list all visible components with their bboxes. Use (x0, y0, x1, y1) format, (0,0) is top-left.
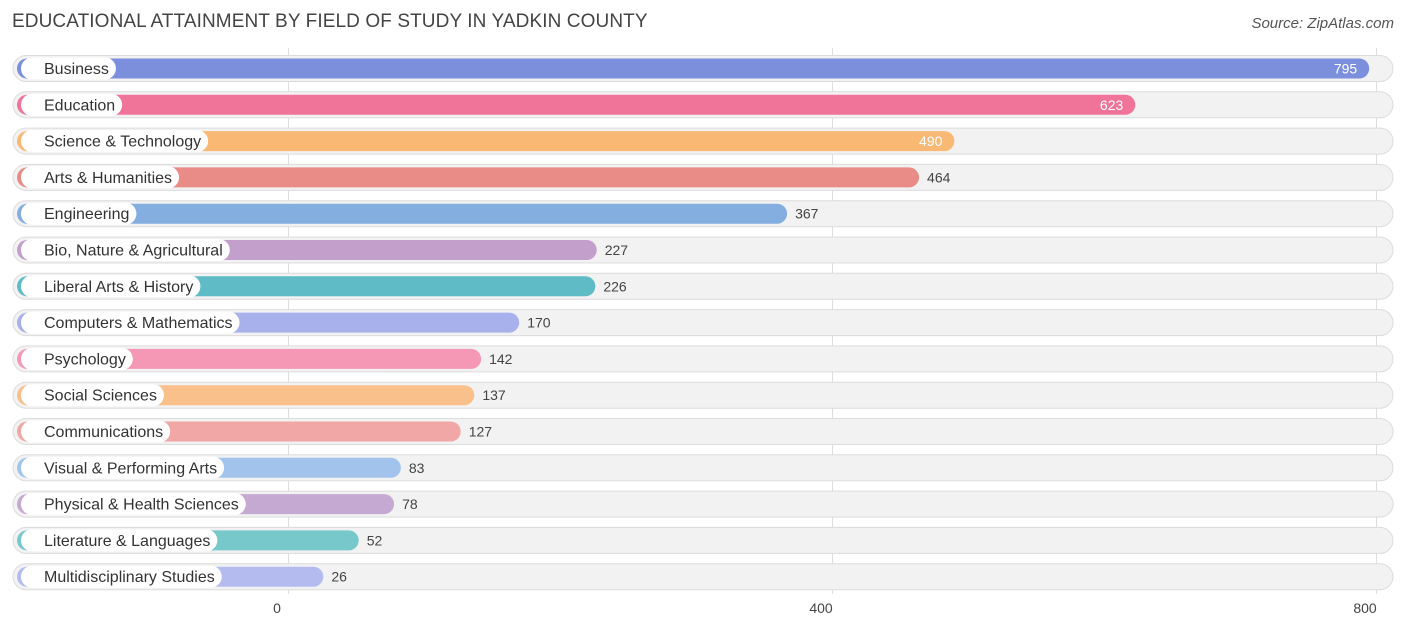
bar-row-arts-humanities: Arts & Humanities 464 (12, 163, 1394, 191)
bar-education (17, 94, 1136, 115)
value-label: 623 (1100, 97, 1124, 113)
value-label: 170 (527, 315, 551, 331)
category-label-pill (21, 420, 171, 443)
value-label: 142 (489, 351, 513, 367)
category-label-pill (21, 239, 230, 261)
value-label: 127 (469, 424, 493, 440)
x-tick-label: 0 (273, 600, 281, 616)
bar-row-multidisciplinary-studies: Multidisciplinary Studies 26 (12, 563, 1394, 591)
row-background (12, 563, 1394, 591)
category-label: Science & Technology (44, 134, 201, 151)
bar-row-science-technology: Science & Technology 490 (12, 127, 1394, 155)
value-label: 83 (409, 460, 425, 476)
value-label: 226 (603, 278, 627, 294)
value-label: 464 (927, 169, 951, 185)
chart-source: Source: ZipAtlas.com (1251, 15, 1394, 32)
category-label: Communications (44, 424, 163, 441)
bar-science-technology (17, 131, 955, 152)
bar-row-physical-health-sciences: Physical & Health Sciences 78 (12, 490, 1394, 518)
category-label-pill (21, 275, 201, 298)
bar-row-education: Education 623 (12, 91, 1394, 119)
category-label-pill (21, 565, 222, 588)
category-label-pill (21, 311, 240, 334)
value-label: 367 (795, 206, 819, 222)
category-label: Bio, Nature & Agricultural (44, 243, 223, 260)
category-label-pill (21, 202, 137, 225)
value-label: 78 (402, 496, 418, 512)
category-label-pill (21, 57, 116, 80)
category-label: Liberal Arts & History (44, 279, 193, 296)
bar-row-literature-languages: Literature & Languages 52 (12, 526, 1394, 554)
category-label: Engineering (44, 206, 129, 223)
category-label: Arts & Humanities (44, 170, 172, 187)
bar-row-engineering: Engineering 367 (12, 200, 1394, 228)
bar-rows: Business 795 Education 623 Science & Technol… (12, 55, 1394, 591)
bar-row-visual-performing-arts: Visual & Performing Arts 83 (12, 454, 1394, 482)
category-label-pill (21, 93, 123, 116)
category-label-pill (21, 347, 133, 370)
bar-psychology (17, 348, 482, 369)
bar-row-business: Business 795 (12, 55, 1394, 82)
row-background (12, 526, 1394, 554)
category-label-pill (21, 456, 225, 479)
category-label-pill (21, 529, 218, 552)
x-axis-ticks: 0 400 800 (273, 600, 1377, 616)
category-label: Physical & Health Sciences (44, 497, 239, 514)
bar-row-liberal-arts-history: Liberal Arts & History 226 (12, 272, 1394, 300)
bar-row-bio-nature-agricultural: Bio, Nature & Agricultural 227 (12, 236, 1394, 264)
bar-arts-humanities (17, 167, 920, 188)
value-label: 795 (1334, 61, 1358, 77)
value-label: 227 (605, 242, 629, 258)
category-label: Business (44, 61, 109, 78)
value-label: 52 (367, 532, 383, 548)
value-label: 137 (482, 387, 506, 403)
bar-row-psychology: Psychology 142 (12, 345, 1394, 373)
category-label: Computers & Mathematics (44, 315, 233, 332)
category-label-pill (21, 166, 180, 189)
category-label-pill (21, 493, 246, 516)
category-label: Visual & Performing Arts (44, 460, 217, 477)
category-label: Social Sciences (44, 388, 157, 405)
value-label: 26 (331, 569, 347, 585)
category-label-pill (21, 130, 209, 153)
bar-engineering (17, 203, 788, 224)
x-tick-label: 400 (809, 600, 833, 616)
category-label: Education (44, 97, 115, 114)
x-tick-label: 800 (1353, 600, 1377, 616)
bar-business (17, 58, 1370, 79)
category-label: Literature & Languages (44, 533, 210, 550)
category-label: Psychology (44, 351, 126, 368)
bar-row-social-sciences: Social Sciences 137 (12, 381, 1394, 409)
chart-title: EDUCATIONAL ATTAINMENT BY FIELD OF STUDY… (12, 11, 648, 32)
value-label: 490 (919, 133, 943, 149)
bar-row-computers-mathematics: Computers & Mathematics 170 (12, 309, 1394, 337)
bar-row-communications: Communications 127 (12, 418, 1394, 445)
category-label: Multidisciplinary Studies (44, 569, 215, 586)
category-label-pill (21, 384, 164, 407)
